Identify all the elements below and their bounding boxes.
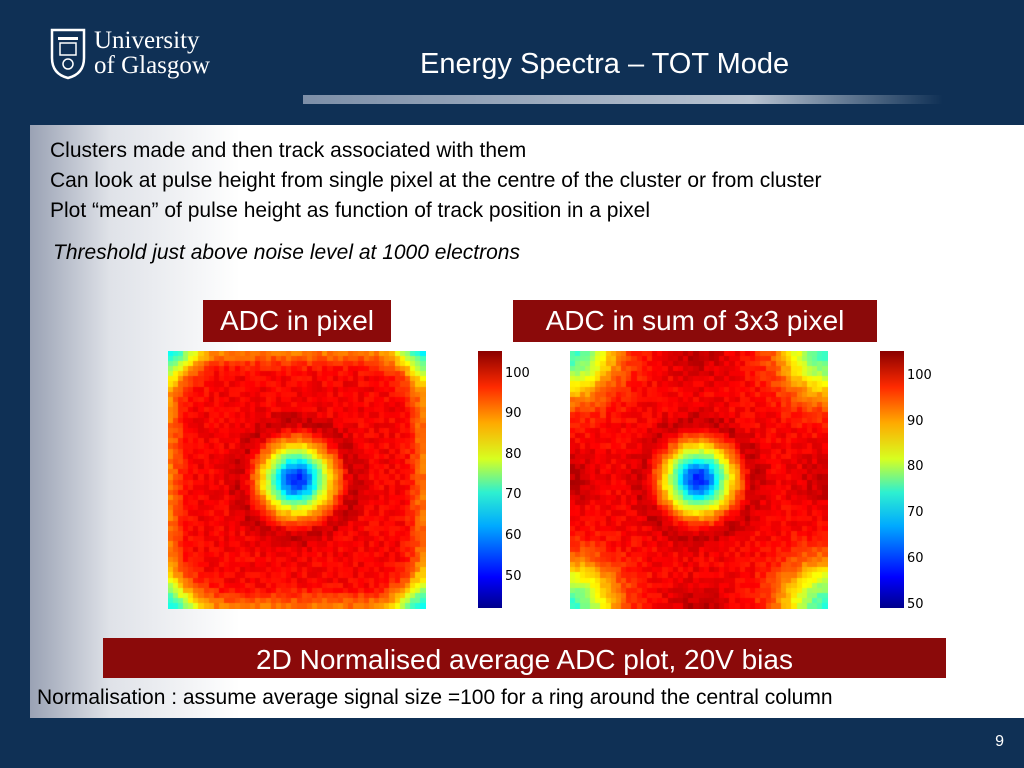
colorbar-1-tick: 90 bbox=[505, 406, 522, 421]
colorbar-1-tick: 80 bbox=[505, 447, 522, 462]
colorbar-2 bbox=[880, 351, 904, 608]
colorbar-1-tick: 60 bbox=[505, 528, 522, 543]
threshold-note: Threshold just above noise level at 1000… bbox=[53, 241, 520, 264]
adc-pixel-heatmap bbox=[168, 351, 426, 609]
bullet-3: Plot “mean” of pulse height as function … bbox=[50, 199, 650, 222]
plot-1-label: ADC in pixel bbox=[203, 300, 391, 342]
colorbar-2-tick: 60 bbox=[907, 551, 924, 566]
logo-line-1: University bbox=[94, 27, 200, 54]
page-number: 9 bbox=[995, 733, 1004, 750]
colorbar-1-tick: 100 bbox=[505, 366, 530, 381]
colorbar-2-tick: 50 bbox=[907, 597, 924, 612]
colorbar-2-tick: 90 bbox=[907, 414, 924, 429]
bullet-2: Can look at pulse height from single pix… bbox=[50, 169, 822, 192]
title-underline bbox=[303, 95, 943, 104]
slide-title: Energy Spectra – TOT Mode bbox=[420, 48, 790, 80]
logo-line-2: of Glasgow bbox=[94, 52, 210, 79]
adc-3x3-heatmap bbox=[570, 351, 828, 609]
colorbar-2-tick: 70 bbox=[907, 505, 924, 520]
colorbar-1-tick: 50 bbox=[505, 569, 522, 584]
colorbar-1-tick: 70 bbox=[505, 487, 522, 502]
plot-2-label: ADC in sum of 3x3 pixel bbox=[513, 300, 877, 342]
normalisation-note: Normalisation : assume average signal si… bbox=[37, 686, 833, 709]
bullet-1: Clusters made and then track associated … bbox=[50, 139, 527, 162]
colorbar-2-tick: 100 bbox=[907, 368, 932, 383]
crest-icon bbox=[50, 28, 86, 80]
university-logo: University of Glasgow bbox=[50, 28, 230, 84]
figure-caption: 2D Normalised average ADC plot, 20V bias bbox=[103, 638, 946, 678]
colorbar-1 bbox=[478, 351, 502, 608]
colorbar-2-tick: 80 bbox=[907, 459, 924, 474]
